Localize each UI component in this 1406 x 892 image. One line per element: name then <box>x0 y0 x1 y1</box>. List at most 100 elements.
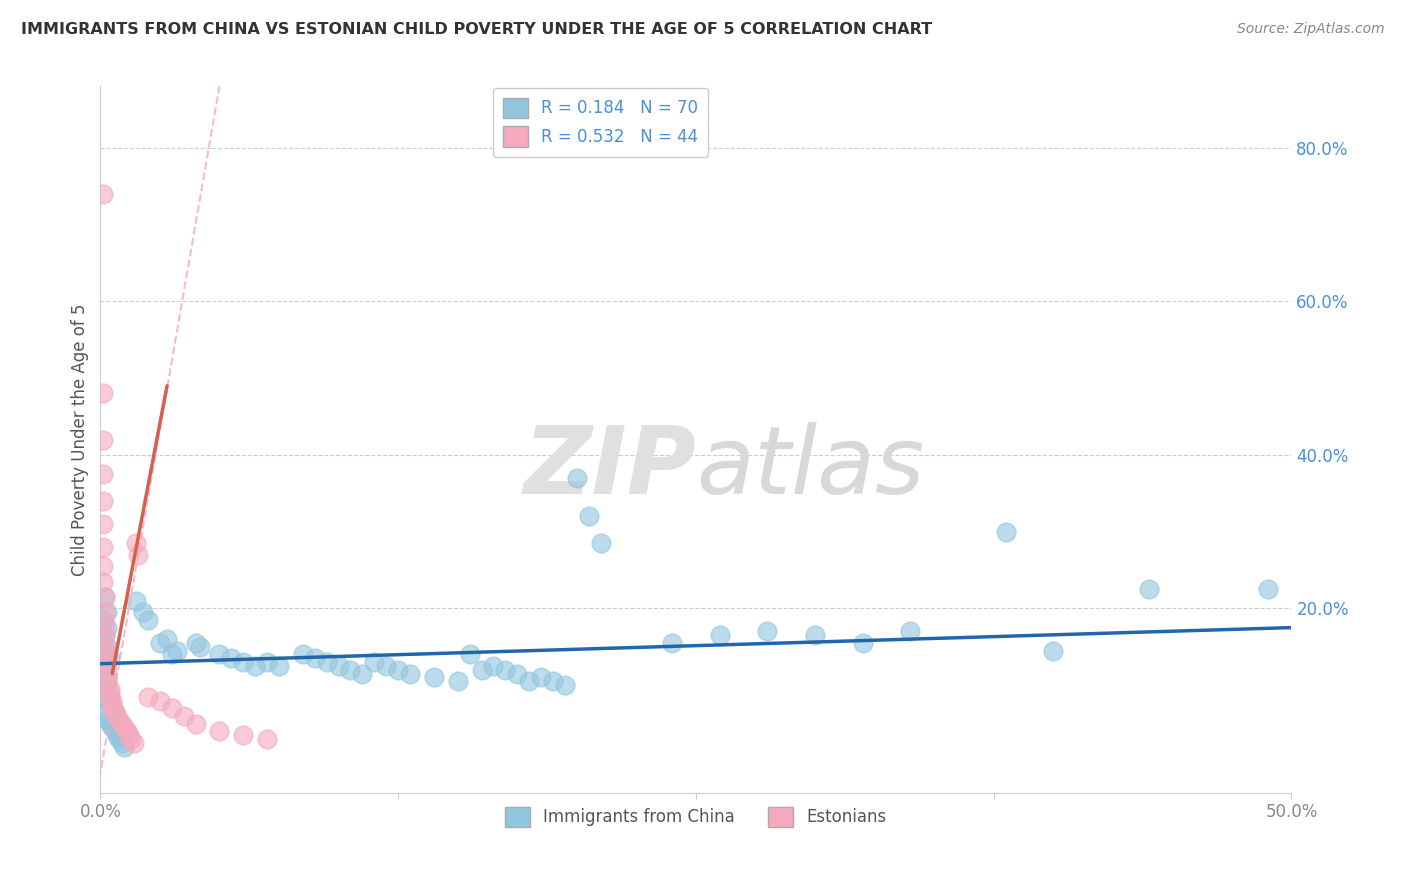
Point <box>120 731 142 746</box>
Point <box>101 698 124 712</box>
Point <box>108 731 131 746</box>
Point <box>125 593 148 607</box>
Point <box>96 605 118 619</box>
Text: IMMIGRANTS FROM CHINA VS ESTONIAN CHILD POVERTY UNDER THE AGE OF 5 CORRELATION C: IMMIGRANTS FROM CHINA VS ESTONIAN CHILD … <box>21 22 932 37</box>
Point <box>96 663 118 677</box>
Point <box>804 628 827 642</box>
Point <box>101 701 124 715</box>
Point <box>94 628 117 642</box>
Point <box>94 690 117 704</box>
Point <box>94 605 117 619</box>
Point <box>98 690 121 704</box>
Point <box>328 659 350 673</box>
Point <box>96 693 118 707</box>
Point <box>173 709 195 723</box>
Point <box>91 540 114 554</box>
Text: atlas: atlas <box>696 422 924 513</box>
Point <box>315 655 337 669</box>
Point <box>709 628 731 642</box>
Point <box>1137 582 1160 597</box>
Point <box>156 632 179 646</box>
Point <box>245 659 267 673</box>
Legend: Immigrants from China, Estonians: Immigrants from China, Estonians <box>498 800 894 834</box>
Point <box>339 663 361 677</box>
Point <box>91 613 114 627</box>
Point <box>94 709 117 723</box>
Point <box>554 678 576 692</box>
Point <box>118 728 141 742</box>
Point <box>96 648 118 662</box>
Point <box>363 655 385 669</box>
Point <box>101 720 124 734</box>
Point <box>94 590 117 604</box>
Point <box>423 671 446 685</box>
Point <box>91 433 114 447</box>
Point <box>125 536 148 550</box>
Point <box>160 701 183 715</box>
Point <box>94 666 117 681</box>
Point <box>112 739 135 754</box>
Point <box>470 663 492 677</box>
Point <box>208 648 231 662</box>
Point <box>104 724 127 739</box>
Point <box>256 731 278 746</box>
Point <box>98 681 121 696</box>
Text: ZIP: ZIP <box>523 422 696 514</box>
Point <box>256 655 278 669</box>
Point <box>661 636 683 650</box>
Point <box>494 663 516 677</box>
Point <box>589 536 612 550</box>
Point <box>756 624 779 639</box>
Point <box>190 640 212 654</box>
Point <box>541 674 564 689</box>
Point <box>105 709 128 723</box>
Point <box>91 574 114 589</box>
Point <box>221 651 243 665</box>
Point <box>111 716 134 731</box>
Point <box>91 636 114 650</box>
Point <box>91 386 114 401</box>
Point <box>375 659 398 673</box>
Point <box>96 713 118 727</box>
Point <box>1042 643 1064 657</box>
Point <box>96 640 118 654</box>
Point <box>101 693 124 707</box>
Point <box>565 471 588 485</box>
Point <box>149 693 172 707</box>
Point <box>136 690 159 704</box>
Point <box>399 666 422 681</box>
Point <box>184 716 207 731</box>
Point <box>96 674 118 689</box>
Point <box>127 548 149 562</box>
Point <box>184 636 207 650</box>
Point <box>578 509 600 524</box>
Point <box>506 666 529 681</box>
Point <box>136 613 159 627</box>
Point <box>304 651 326 665</box>
Point <box>105 728 128 742</box>
Point <box>96 655 118 669</box>
Point <box>94 628 117 642</box>
Point <box>96 621 118 635</box>
Point <box>122 736 145 750</box>
Point <box>517 674 540 689</box>
Point <box>101 701 124 715</box>
Point <box>149 636 172 650</box>
Y-axis label: Child Poverty Under the Age of 5: Child Poverty Under the Age of 5 <box>72 303 89 575</box>
Point <box>291 648 314 662</box>
Point <box>94 643 117 657</box>
Point <box>112 720 135 734</box>
Point <box>530 671 553 685</box>
Point <box>160 648 183 662</box>
Point <box>94 640 117 654</box>
Point <box>482 659 505 673</box>
Point <box>898 624 921 639</box>
Point <box>91 516 114 531</box>
Point <box>387 663 409 677</box>
Point <box>91 659 114 673</box>
Point <box>91 494 114 508</box>
Point <box>111 736 134 750</box>
Point <box>115 724 138 739</box>
Point <box>94 616 117 631</box>
Point <box>91 186 114 201</box>
